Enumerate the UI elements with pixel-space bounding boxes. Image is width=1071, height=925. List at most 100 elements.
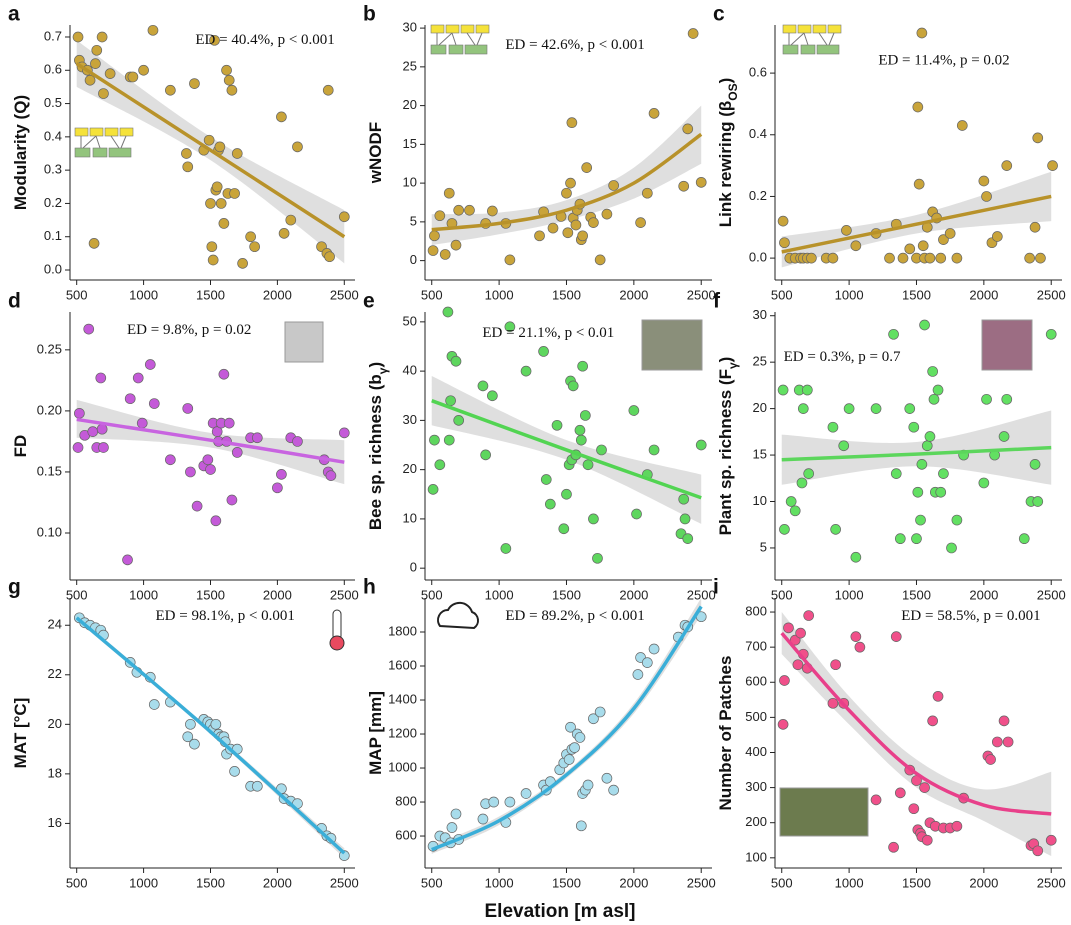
data-point — [562, 227, 574, 239]
data-point — [978, 477, 990, 489]
x-tick-label: 2000 — [263, 287, 292, 302]
y-tick-label: 18 — [48, 765, 62, 780]
icon-node — [445, 24, 460, 34]
data-point — [477, 380, 489, 392]
data-point — [827, 252, 839, 264]
data-point — [588, 217, 599, 228]
y-tick-label: 20 — [403, 97, 417, 112]
data-point — [679, 513, 691, 525]
data-point — [695, 439, 707, 451]
data-point — [429, 230, 440, 242]
fit-line — [431, 399, 702, 500]
data-point — [806, 252, 817, 264]
y-axis-label: FD — [11, 435, 30, 458]
annotation: ED = 21.1%, p < 0.01 — [482, 325, 614, 341]
data-point — [1032, 132, 1044, 144]
y-tick-label: 10 — [403, 175, 417, 190]
y-axis-label: wNODF — [366, 122, 385, 184]
fit-line — [781, 445, 1052, 462]
data-point — [796, 477, 808, 489]
y-axis-label: Plant sp. richness (Fγ) — [716, 357, 740, 536]
y-tick-label: 0.20 — [37, 402, 62, 417]
icon-node — [104, 127, 119, 137]
data-point — [249, 241, 260, 253]
annotation: ED = 98.1%, p < 0.001 — [156, 608, 295, 624]
x-tick-label: 2500 — [330, 587, 359, 602]
photo — [981, 319, 1033, 371]
data-point — [434, 210, 446, 222]
y-axis-label-part: γ — [726, 362, 740, 369]
data-point — [487, 390, 498, 402]
data-point — [148, 398, 160, 409]
y-tick-label: 500 — [745, 709, 767, 724]
data-point — [850, 240, 862, 252]
y-axis-label: Modularity (Q) — [11, 95, 30, 210]
data-point — [226, 494, 238, 506]
y-tick-label: 0 — [410, 560, 417, 575]
data-point — [218, 218, 230, 229]
data-point — [827, 421, 839, 433]
x-tick-label: 1500 — [552, 287, 581, 302]
fit-line — [431, 132, 703, 232]
data-point — [185, 718, 196, 730]
data-point — [648, 108, 660, 119]
annotation: ED = 40.4%, p < 0.001 — [195, 32, 334, 48]
y-tick-label: 30 — [403, 20, 417, 35]
confidence-band — [781, 410, 1052, 485]
data-point — [938, 468, 949, 479]
icon-node — [108, 147, 132, 158]
data-point — [797, 403, 809, 414]
x-axis-label: Elevation [m asl] — [485, 901, 636, 922]
data-point — [632, 669, 644, 680]
data-point — [801, 384, 813, 396]
x-tick-label: 2000 — [263, 875, 292, 890]
data-point — [538, 346, 549, 357]
y-tick-label: 22 — [48, 666, 62, 681]
y-tick-label: 40 — [403, 363, 417, 378]
y-tick-label: 20 — [753, 400, 767, 415]
y-tick-label: 700 — [745, 639, 767, 654]
data-point — [182, 403, 194, 414]
data-point — [944, 228, 956, 239]
data-point — [443, 187, 455, 199]
y-tick-label: 0.7 — [44, 28, 62, 43]
y-tick-label: 300 — [745, 779, 767, 794]
data-point — [547, 222, 559, 234]
data-point — [322, 84, 334, 96]
data-point — [927, 366, 938, 377]
y-tick-label: 15 — [403, 136, 417, 151]
data-point — [779, 237, 790, 249]
y-tick-label: 0.4 — [749, 126, 767, 141]
y-tick-label: 0.15 — [37, 463, 62, 478]
icon-links — [80, 135, 127, 149]
data-point — [338, 427, 350, 439]
data-point — [278, 228, 290, 239]
fit-line — [431, 605, 703, 852]
data-point — [504, 254, 516, 266]
data-point — [916, 458, 928, 470]
data-point — [574, 424, 586, 436]
data-point — [136, 417, 148, 429]
data-point — [442, 306, 454, 318]
y-axis-label: Link rewiring (βOS) — [716, 78, 740, 228]
data-point — [897, 252, 909, 264]
icon-node — [464, 44, 488, 55]
cloud — [437, 601, 479, 630]
data-point — [272, 482, 283, 494]
data-point — [951, 252, 963, 264]
x-tick-label: 2500 — [330, 875, 359, 890]
data-point — [919, 782, 930, 793]
y-tick-label: 0 — [410, 252, 417, 267]
data-point — [504, 796, 516, 808]
data-point — [104, 68, 116, 79]
data-point — [850, 631, 862, 642]
x-tick-label: 2500 — [330, 287, 359, 302]
data-point — [488, 796, 500, 808]
fit-line — [75, 616, 346, 855]
data-point — [911, 533, 922, 545]
data-point — [991, 231, 1003, 242]
data-point — [223, 74, 235, 86]
data-point — [124, 393, 136, 405]
data-point — [74, 407, 85, 419]
data-point — [919, 319, 930, 331]
